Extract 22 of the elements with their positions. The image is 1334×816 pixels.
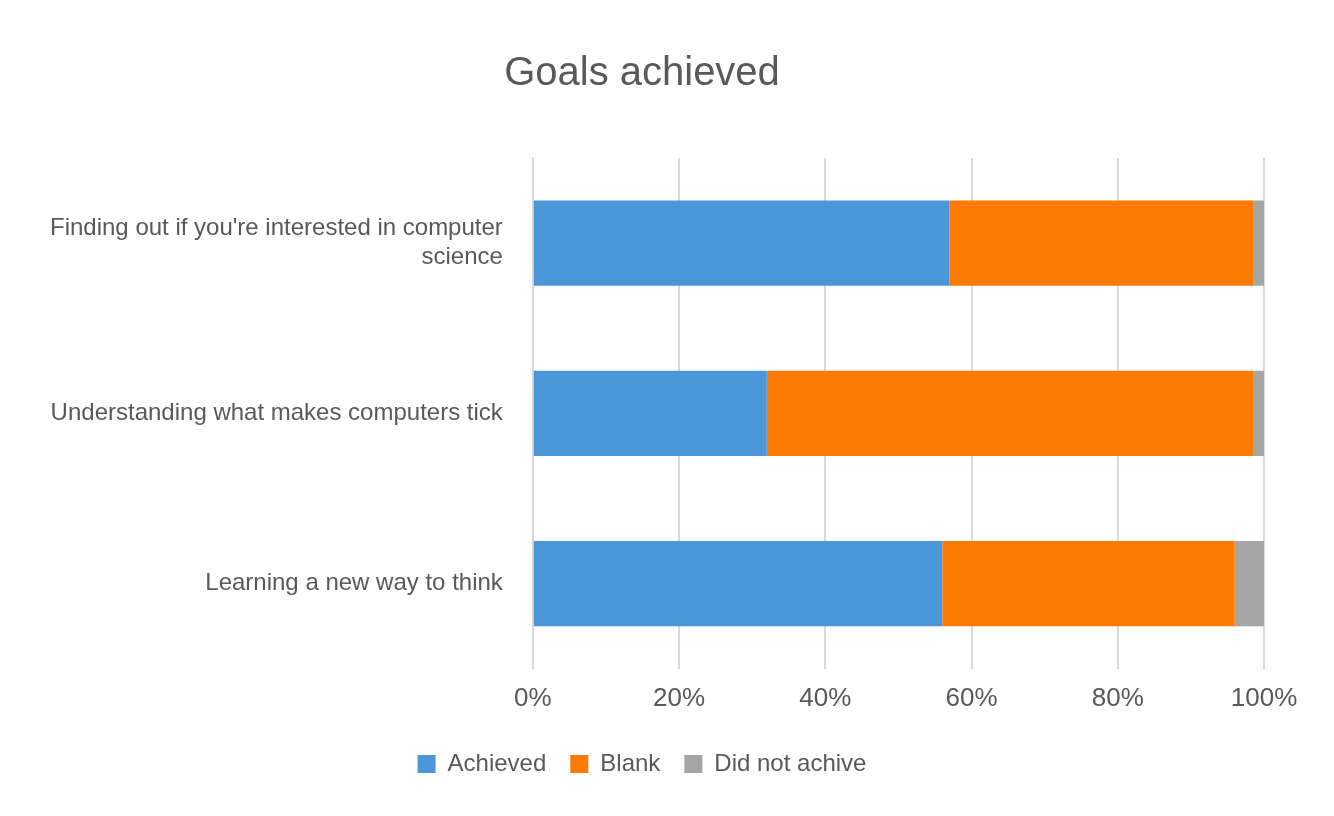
legend-label: Achieved [447, 748, 547, 776]
x-tick-label: 60% [945, 681, 998, 712]
bar [949, 200, 1254, 286]
legend-label: Blank [600, 748, 662, 776]
bar [533, 370, 767, 456]
x-tick-label: 0% [514, 681, 552, 712]
bar [1234, 541, 1264, 627]
bar [1253, 370, 1264, 456]
y-tick-label: Learning a new way to think [205, 568, 504, 596]
x-tick-label: 20% [653, 681, 706, 712]
x-tick-label: 40% [799, 681, 852, 712]
x-tick-label: 80% [1091, 681, 1144, 712]
bar [1253, 200, 1264, 286]
x-tick-label: 100% [1230, 681, 1298, 712]
legend-label: Did not achive [714, 748, 867, 776]
y-tick-label: Understanding what makes computers tick [50, 398, 504, 426]
bar [533, 200, 950, 286]
bar [533, 541, 943, 627]
y-tick-label: Finding out if you're interested in computer science [50, 213, 503, 270]
bar [942, 541, 1235, 627]
bar [766, 370, 1254, 456]
chart-title: Goals achieved [504, 49, 780, 94]
